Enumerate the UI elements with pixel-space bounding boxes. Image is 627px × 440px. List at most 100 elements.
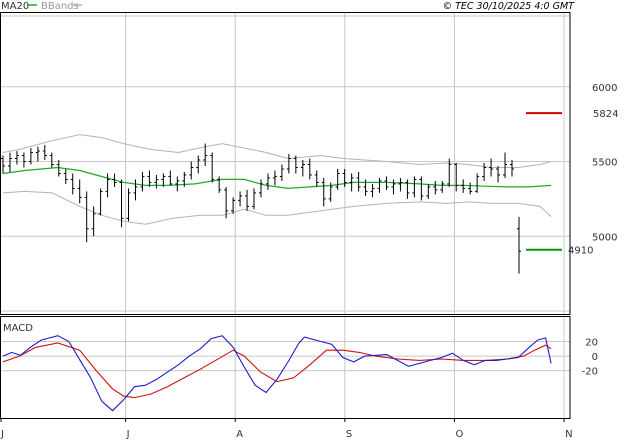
- ohlc-bar: [21, 152, 26, 168]
- price-grid: [0, 12, 570, 314]
- ohlc-bar: [370, 183, 375, 198]
- ohlc-bar: [328, 182, 333, 202]
- ohlc-bar: [426, 183, 431, 199]
- ohlc-bar: [7, 152, 12, 172]
- ohlc-bar: [356, 171, 361, 192]
- ohlc-bar: [412, 176, 417, 198]
- ohlc-bar: [196, 155, 201, 174]
- x-tick-label: N: [565, 429, 572, 440]
- ohlc-bar: [461, 179, 466, 193]
- macd-label: MACD: [3, 323, 33, 334]
- macd-tick-label: 0: [592, 352, 598, 363]
- copyright: © TEC 30/10/2025 4:0 GMT: [443, 1, 576, 12]
- ohlc-bar: [489, 158, 494, 177]
- macd-line: [2, 335, 552, 412]
- ohlc-bar: [503, 152, 508, 178]
- ohlc-bar: [231, 197, 236, 214]
- ohlc-bar: [286, 154, 291, 174]
- ohlc-bar: [49, 152, 54, 168]
- ohlc-bar: [307, 158, 312, 180]
- ohlc-bar: [63, 168, 68, 184]
- ohlc-bar: [391, 179, 396, 195]
- ohlc-bar: [140, 171, 145, 192]
- ohlc-bar: [440, 180, 445, 193]
- price-tick-label: 6000: [592, 83, 617, 94]
- ohlc-bar: [265, 173, 270, 190]
- bbands-lower-line: [2, 190, 552, 225]
- x-tick-label: S: [346, 429, 352, 440]
- ohlc-bar: [238, 191, 243, 207]
- ohlc-bar: [210, 152, 215, 183]
- x-tick-label: O: [455, 429, 463, 440]
- header: MA20 BBands © TEC 30/10/2025 4:0 GMT: [1, 1, 575, 12]
- ohlc-bar: [182, 171, 187, 187]
- macd-frame: [0, 316, 571, 419]
- ohlc-bar: [468, 182, 473, 195]
- price-levels: 5824 4910: [526, 109, 618, 257]
- ohlc-bar: [293, 155, 298, 174]
- ohlc-bar: [154, 174, 159, 189]
- ohlc-bar: [119, 179, 124, 228]
- macd-grid: [0, 316, 570, 418]
- price-tick-label: 5500: [592, 158, 617, 169]
- ohlc-bar: [405, 179, 410, 199]
- ohlc-bar: [482, 163, 487, 181]
- ohlc-bar: [161, 173, 166, 187]
- price-frame: [0, 12, 571, 315]
- ohlc-bar: [168, 170, 173, 186]
- ohlc-bar: [335, 168, 340, 190]
- level-label: 5824: [593, 109, 618, 120]
- macd-signal-line: [2, 342, 552, 399]
- ohlc-bar: [147, 170, 152, 187]
- x-tick-label: J: [126, 429, 130, 440]
- ohlc-bar: [496, 165, 501, 183]
- macd-tick-label: -20: [582, 367, 598, 378]
- ohlc-bar: [475, 173, 480, 193]
- chart-frame: [0, 12, 571, 419]
- bbands-upper-line: [2, 134, 552, 168]
- ohlc-bar: [398, 177, 403, 192]
- ohlc-bar: [300, 160, 305, 177]
- ohlc-bar: [91, 206, 96, 237]
- macd-axis: 20 0 -20: [582, 338, 598, 378]
- ohlc-bar: [133, 179, 138, 201]
- x-tick-label: A: [236, 429, 243, 440]
- ohlc-bar: [363, 179, 368, 196]
- ohlc-bar: [217, 176, 222, 193]
- ohlc-bar: [377, 177, 382, 193]
- ohlc-bar: [14, 151, 19, 165]
- ohlc-bar: [245, 189, 250, 211]
- ohlc-bar: [77, 179, 82, 204]
- ohlc-bar: [42, 145, 47, 161]
- ma20-line: [2, 166, 552, 190]
- ohlc-bar: [189, 161, 194, 180]
- ohlc-bar: [105, 173, 110, 198]
- ohlc-bar: [35, 146, 40, 162]
- price-plot: [1, 134, 552, 274]
- ohlc-bar: [314, 170, 319, 187]
- ohlc-bar: [510, 160, 514, 177]
- price-tick-label: 5000: [592, 232, 617, 243]
- ohlc-bar: [70, 173, 75, 195]
- ohlc-bar: [252, 188, 257, 210]
- ohlc-bar: [1, 155, 5, 174]
- ohlc-bar: [419, 176, 424, 201]
- legend-bbands: BBands: [41, 1, 79, 12]
- ohlc-bar: [447, 158, 452, 187]
- ohlc-bar: [321, 177, 326, 207]
- ohlc-bar: [84, 191, 89, 243]
- ohlc-bar: [56, 160, 61, 177]
- ohlc-bar: [126, 188, 131, 222]
- ohlc-bar: [203, 143, 208, 166]
- ohlc-bar: [175, 176, 180, 192]
- ohlc-bar: [28, 148, 33, 165]
- price-axis: 5000 5500 6000: [592, 83, 617, 244]
- x-tick-label: J: [0, 429, 4, 440]
- ohlc-bar: [517, 216, 521, 274]
- macd-tick-label: 20: [585, 338, 598, 349]
- ohlc-bar: [349, 173, 354, 192]
- ohlc-bar: [112, 173, 117, 187]
- macd-plot: MACD: [2, 323, 552, 412]
